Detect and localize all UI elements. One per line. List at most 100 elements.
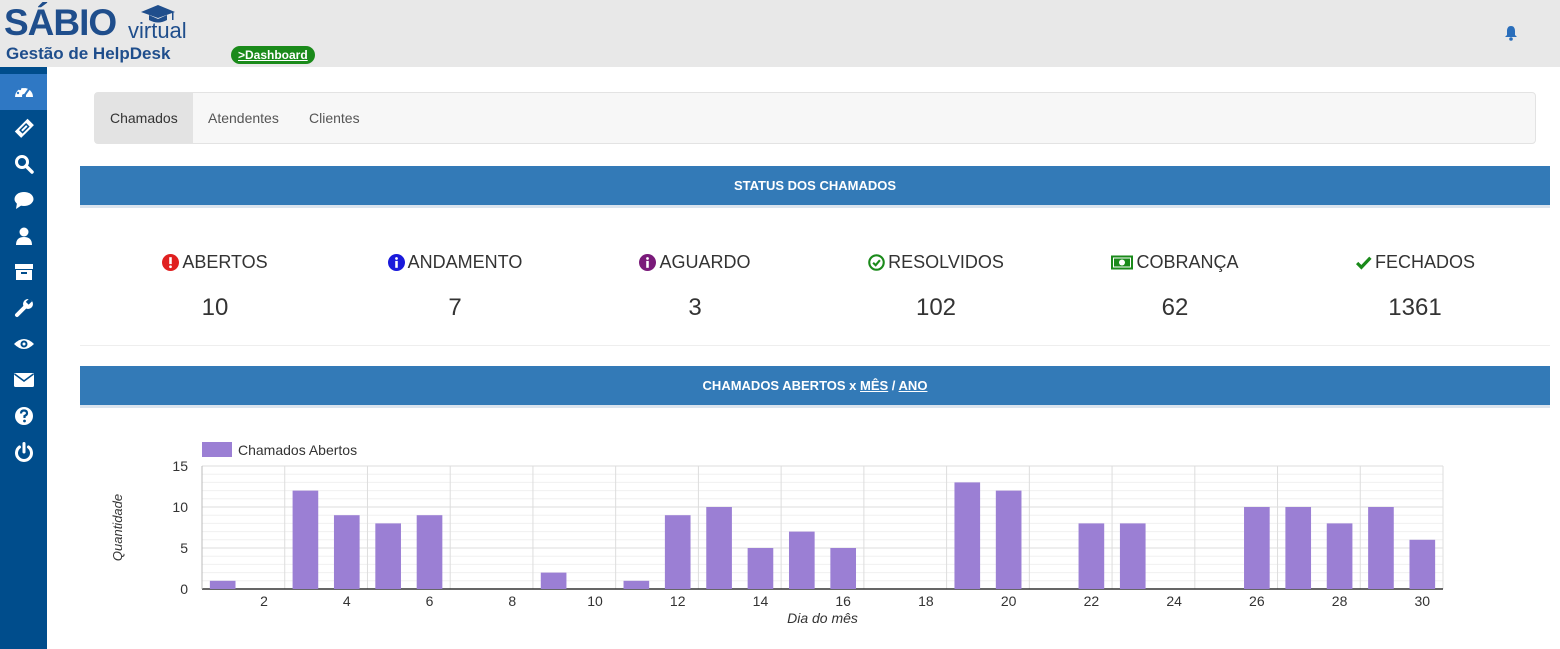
status-value: 10 — [201, 294, 229, 321]
bar — [1244, 507, 1270, 589]
status-aguardo[interactable]: AGUARDO 3 — [575, 250, 815, 322]
top-header: SÁBIO virtual Gestão de HelpDesk >Dashbo… — [0, 0, 1560, 67]
y-axis-label: Quantidade — [110, 494, 125, 561]
sidebar-item-chat[interactable] — [0, 182, 47, 218]
status-label: ABERTOS — [182, 251, 268, 272]
breadcrumb-dashboard[interactable]: >Dashboard — [231, 46, 315, 64]
x-tick-label: 8 — [508, 593, 516, 609]
sidebar-item-archive[interactable] — [0, 254, 47, 290]
x-tick-label: 2 — [260, 593, 268, 609]
separator: / — [888, 378, 899, 393]
help-icon — [14, 407, 33, 425]
check-circle-icon — [868, 253, 885, 271]
status-andamento[interactable]: ANDAMENTO 7 — [335, 250, 575, 322]
status-cobranca[interactable]: COBRANÇA 62 — [1055, 250, 1295, 322]
status-label: FECHADOS — [1374, 251, 1475, 272]
status-section-header: STATUS DOS CHAMADOS — [80, 166, 1550, 208]
bar — [830, 548, 857, 589]
status-value: 102 — [915, 294, 957, 321]
exclamation-circle-icon — [162, 253, 180, 271]
bar-chart: 0 5 10 15 2 4 6 8 10 12 14 16 18 20 22 24 26 28 30 Dia do m… — [100, 430, 1460, 640]
x-tick-label: 26 — [1249, 593, 1265, 609]
status-resolvidos[interactable]: RESOLVIDOS 102 — [816, 250, 1056, 322]
tab-atendentes[interactable]: Atendentes — [208, 110, 279, 126]
status-value: 1361 — [1388, 294, 1442, 321]
status-value: 62 — [1161, 294, 1189, 321]
status-label: RESOLVIDOS — [888, 251, 1004, 272]
info-circle-icon — [639, 253, 657, 271]
legend-swatch — [202, 442, 232, 457]
check-icon — [1355, 256, 1372, 270]
power-icon — [14, 442, 33, 462]
x-tick-label: 4 — [343, 593, 351, 609]
tab-chamados[interactable]: Chamados — [95, 93, 193, 143]
status-value: 3 — [688, 294, 702, 321]
money-icon — [1111, 255, 1134, 269]
year-link[interactable]: ANO — [898, 378, 928, 393]
bar — [333, 515, 360, 589]
logo-subtitle: virtual — [128, 18, 187, 43]
bar — [375, 523, 401, 589]
search-icon — [14, 155, 34, 174]
status-abertos[interactable]: ABERTOS 10 — [95, 250, 335, 322]
bar — [292, 490, 319, 589]
dashboard-icon — [14, 85, 33, 98]
sidebar — [0, 67, 47, 649]
sidebar-item-search[interactable] — [0, 146, 47, 182]
bar — [747, 548, 774, 589]
bar — [1285, 507, 1312, 589]
legend-label: Chamados Abertos — [238, 442, 357, 458]
sidebar-item-mail[interactable] — [0, 362, 47, 398]
chart-section-header: CHAMADOS ABERTOS x MÊS / ANO — [80, 366, 1550, 408]
x-tick-label: 18 — [918, 593, 934, 609]
sidebar-item-help[interactable] — [0, 398, 47, 434]
y-tick-label: 5 — [180, 540, 188, 556]
y-tick-label: 15 — [172, 458, 188, 474]
bell-icon[interactable] — [1503, 24, 1519, 42]
y-tick-label: 10 — [172, 499, 188, 515]
bar — [416, 515, 443, 589]
sidebar-item-view[interactable] — [0, 326, 47, 362]
sidebar-item-tickets[interactable] — [0, 110, 47, 146]
status-label: ANDAMENTO — [407, 251, 523, 272]
bar — [954, 482, 981, 589]
status-label: COBRANÇA — [1136, 251, 1239, 272]
user-icon — [15, 227, 32, 245]
status-label: AGUARDO — [659, 251, 751, 272]
x-tick-label: 6 — [426, 593, 434, 609]
sidebar-item-logout[interactable] — [0, 434, 47, 470]
dashboard-tabs: Chamados Atendentes Clientes — [94, 92, 1536, 144]
bar — [540, 572, 567, 589]
sidebar-item-users[interactable] — [0, 218, 47, 254]
x-tick-label: 10 — [587, 593, 603, 609]
status-value: 7 — [448, 294, 462, 321]
month-link[interactable]: MÊS — [860, 378, 889, 393]
bar — [995, 490, 1022, 589]
x-tick-label: 28 — [1332, 593, 1348, 609]
chart-section-title: CHAMADOS ABERTOS x — [702, 378, 861, 393]
chat-icon — [14, 192, 33, 209]
y-tick-label: 0 — [180, 581, 188, 597]
bar — [1326, 523, 1353, 589]
status-fechados[interactable]: FECHADOS 1361 — [1295, 250, 1535, 322]
logo-tagline: Gestão de HelpDesk — [6, 44, 171, 63]
eye-icon — [13, 339, 34, 349]
divider — [80, 345, 1550, 346]
bar — [664, 515, 691, 589]
x-tick-label: 20 — [1001, 593, 1017, 609]
info-circle-icon — [387, 253, 405, 271]
wrench-icon — [14, 298, 33, 317]
logo-brand: SÁBIO — [4, 2, 117, 43]
bar — [1078, 523, 1105, 589]
sidebar-item-settings[interactable] — [0, 290, 47, 326]
sidebar-item-dashboard[interactable] — [0, 74, 47, 110]
tab-clientes[interactable]: Clientes — [309, 110, 360, 126]
x-tick-label: 14 — [753, 593, 769, 609]
bar — [209, 580, 236, 589]
bar — [1119, 523, 1146, 589]
graduation-cap-icon — [141, 5, 175, 23]
bar — [1409, 539, 1436, 589]
logo[interactable]: SÁBIO virtual Gestão de HelpDesk — [4, 2, 204, 66]
x-tick-label: 12 — [670, 593, 686, 609]
